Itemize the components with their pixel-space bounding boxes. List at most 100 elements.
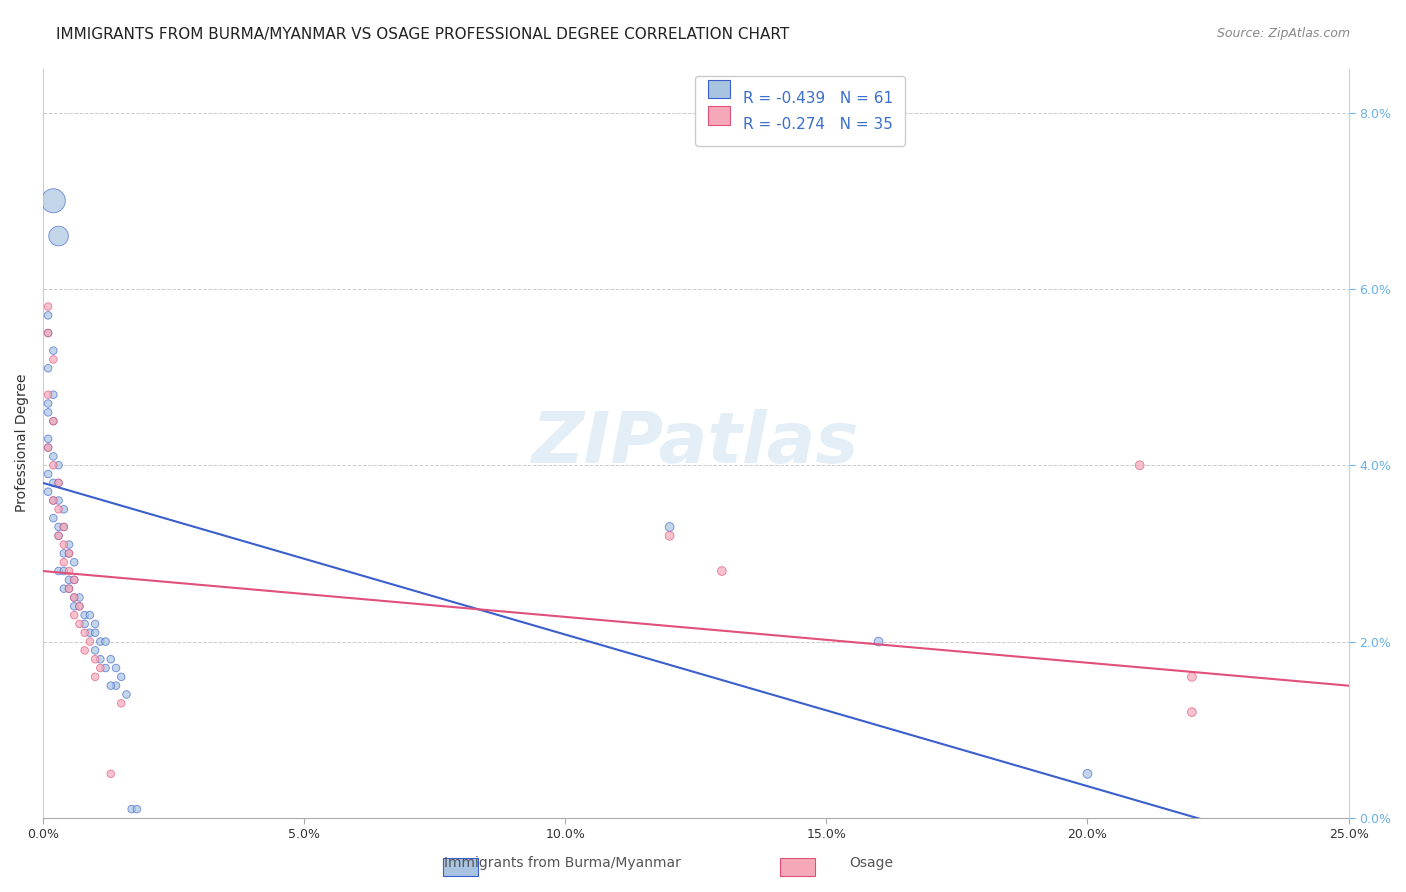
Point — [42, 414, 65, 428]
Point — [100, 652, 122, 666]
Point — [37, 326, 59, 340]
Point — [37, 441, 59, 455]
Point — [110, 696, 132, 710]
Point — [69, 591, 91, 605]
Point — [84, 625, 107, 640]
Point — [710, 564, 733, 578]
Point — [37, 484, 59, 499]
Point — [1181, 670, 1204, 684]
Point — [48, 520, 70, 534]
Point — [58, 546, 80, 560]
Point — [52, 564, 75, 578]
Point — [58, 546, 80, 560]
Point — [58, 564, 80, 578]
Point — [37, 467, 59, 481]
Text: Immigrants from Burma/Myanmar: Immigrants from Burma/Myanmar — [444, 855, 681, 870]
Y-axis label: Professional Degree: Professional Degree — [15, 374, 30, 513]
Point — [94, 661, 117, 675]
Point — [42, 414, 65, 428]
Point — [79, 608, 101, 623]
Point — [100, 767, 122, 781]
Point — [73, 643, 96, 657]
Point — [105, 661, 128, 675]
Point — [69, 599, 91, 614]
Text: IMMIGRANTS FROM BURMA/MYANMAR VS OSAGE PROFESSIONAL DEGREE CORRELATION CHART: IMMIGRANTS FROM BURMA/MYANMAR VS OSAGE P… — [56, 27, 790, 42]
Point — [1076, 767, 1098, 781]
Point — [121, 802, 143, 816]
Point — [105, 679, 128, 693]
Point — [73, 616, 96, 631]
Point — [110, 670, 132, 684]
Point — [89, 661, 111, 675]
Point — [79, 625, 101, 640]
Point — [37, 396, 59, 410]
Point — [63, 591, 86, 605]
Point — [37, 441, 59, 455]
Point — [58, 573, 80, 587]
Point — [52, 555, 75, 569]
Point — [42, 352, 65, 367]
Point — [63, 573, 86, 587]
Point — [125, 802, 148, 816]
Point — [48, 529, 70, 543]
Point — [48, 458, 70, 473]
Point — [658, 529, 681, 543]
Point — [48, 564, 70, 578]
Point — [48, 229, 70, 244]
Point — [42, 493, 65, 508]
Point — [52, 546, 75, 560]
Point — [63, 573, 86, 587]
Point — [42, 458, 65, 473]
Point — [69, 616, 91, 631]
Point — [37, 388, 59, 402]
Point — [58, 538, 80, 552]
Point — [52, 502, 75, 516]
Point — [42, 343, 65, 358]
Point — [63, 591, 86, 605]
Point — [69, 599, 91, 614]
Point — [58, 582, 80, 596]
Point — [48, 529, 70, 543]
Point — [37, 361, 59, 376]
Point — [100, 679, 122, 693]
Legend: R = -0.439   N = 61, R = -0.274   N = 35: R = -0.439 N = 61, R = -0.274 N = 35 — [696, 76, 905, 145]
Point — [37, 432, 59, 446]
Point — [79, 634, 101, 648]
Point — [52, 538, 75, 552]
Point — [52, 520, 75, 534]
Point — [52, 520, 75, 534]
Point — [73, 625, 96, 640]
Point — [37, 405, 59, 419]
Point — [37, 309, 59, 323]
Text: ZIPatlas: ZIPatlas — [531, 409, 859, 478]
Point — [42, 194, 65, 208]
Point — [48, 475, 70, 490]
Point — [89, 652, 111, 666]
Point — [115, 688, 138, 702]
Point — [84, 616, 107, 631]
Point — [84, 670, 107, 684]
Point — [42, 511, 65, 525]
Point — [658, 520, 681, 534]
Point — [1129, 458, 1152, 473]
Point — [42, 475, 65, 490]
Point — [84, 643, 107, 657]
Point — [63, 555, 86, 569]
Point — [84, 652, 107, 666]
Point — [94, 634, 117, 648]
Point — [42, 388, 65, 402]
Text: Source: ZipAtlas.com: Source: ZipAtlas.com — [1216, 27, 1350, 40]
Point — [48, 475, 70, 490]
Point — [42, 450, 65, 464]
Point — [63, 608, 86, 623]
Text: Osage: Osage — [849, 855, 894, 870]
Point — [868, 634, 890, 648]
Point — [58, 582, 80, 596]
Point — [73, 608, 96, 623]
Point — [48, 502, 70, 516]
Point — [37, 326, 59, 340]
Point — [52, 582, 75, 596]
Point — [37, 300, 59, 314]
Point — [48, 493, 70, 508]
Point — [1181, 705, 1204, 719]
